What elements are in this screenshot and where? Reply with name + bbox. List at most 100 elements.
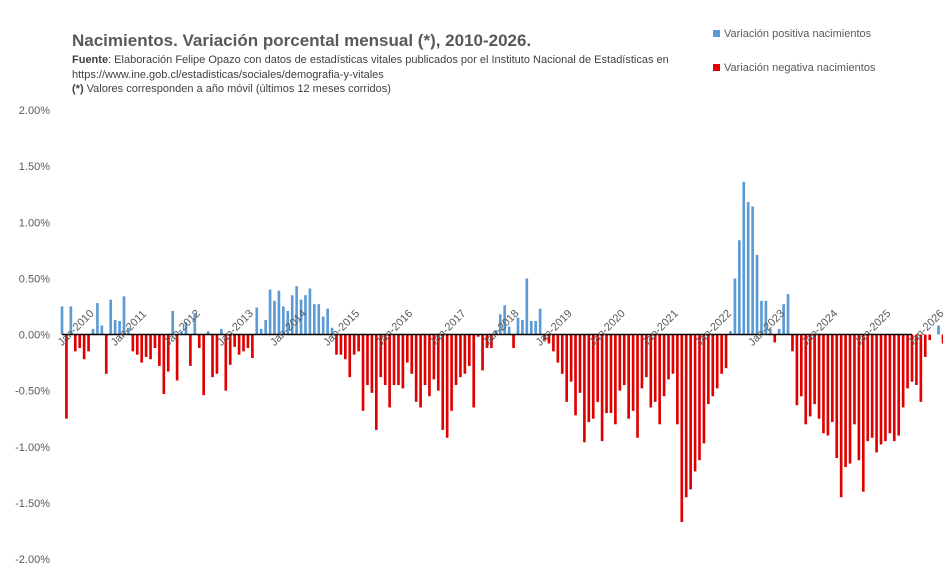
bar-positive xyxy=(184,322,188,335)
bar-negative xyxy=(233,334,236,347)
legend-item-negative: Variación negativa nacimientos xyxy=(713,62,875,74)
bar-positive xyxy=(113,319,117,335)
bar-negative xyxy=(344,334,347,360)
bar-negative xyxy=(928,334,932,341)
bar-positive xyxy=(777,328,781,335)
bar-negative xyxy=(662,334,666,397)
bar-negative xyxy=(622,334,626,386)
bar-negative xyxy=(910,334,914,382)
bar-negative xyxy=(605,334,608,414)
bar-negative xyxy=(839,334,843,498)
bar-negative xyxy=(835,334,839,458)
bar-negative xyxy=(459,334,462,378)
bar-negative xyxy=(640,334,644,389)
bar-negative xyxy=(463,334,467,374)
bar-negative xyxy=(131,334,135,352)
bar-negative xyxy=(671,334,675,374)
bar-negative xyxy=(335,334,338,355)
bar-negative xyxy=(189,334,192,366)
bar-positive xyxy=(220,328,223,335)
bar-negative xyxy=(578,334,582,393)
x-tick-label: Jan-2018 xyxy=(481,308,522,349)
bar-negative xyxy=(379,334,383,378)
bar-negative xyxy=(175,334,179,381)
bar-negative xyxy=(197,334,201,348)
bar-negative xyxy=(73,334,77,352)
legend-item-positive: Variación positiva nacimientos xyxy=(713,28,871,40)
bar-negative xyxy=(352,334,356,355)
bar-negative xyxy=(162,334,166,394)
bar-negative xyxy=(574,334,577,416)
bar-positive xyxy=(525,278,529,335)
bar-positive xyxy=(282,306,285,335)
bar-positive xyxy=(295,286,298,335)
bar-negative xyxy=(383,334,387,386)
bar-negative xyxy=(436,334,440,391)
bar-positive xyxy=(498,314,502,335)
bar-negative xyxy=(565,334,569,402)
bar-negative xyxy=(552,334,555,352)
bar-negative xyxy=(791,334,794,352)
legend-swatch-positive xyxy=(713,29,720,37)
bar-negative xyxy=(861,334,865,492)
bar-negative xyxy=(684,334,688,498)
y-tick-label: 1.00% xyxy=(19,217,50,229)
bar-negative xyxy=(392,334,396,386)
bar-negative xyxy=(866,334,870,442)
note-text: Valores corresponden a año móvil (último… xyxy=(83,83,391,95)
bar-negative xyxy=(906,334,909,389)
bar-negative xyxy=(512,334,515,348)
bar-negative xyxy=(844,334,847,467)
bar-negative xyxy=(543,334,546,341)
bar-positive xyxy=(122,296,126,335)
bar-negative xyxy=(348,334,352,378)
bar-negative xyxy=(339,334,343,355)
bar-negative xyxy=(397,334,400,386)
bar-positive xyxy=(299,299,303,335)
y-tick-label: 1.50% xyxy=(19,161,50,173)
chart-title: Nacimientos. Variación porcental mensual… xyxy=(72,31,532,50)
bar-negative xyxy=(419,334,422,408)
legend-swatch-negative xyxy=(713,63,720,71)
bar-negative xyxy=(596,334,600,402)
bar-positive xyxy=(193,313,197,335)
y-tick-label: -0.50% xyxy=(15,386,50,398)
bar-positive xyxy=(733,278,737,335)
bar-negative xyxy=(848,334,852,464)
bar-negative xyxy=(224,334,228,391)
bar-positive xyxy=(330,327,334,335)
bar-negative xyxy=(600,334,604,442)
bar-negative xyxy=(556,334,560,363)
bar-negative xyxy=(892,334,896,442)
bar-negative xyxy=(631,334,635,411)
bar-negative xyxy=(432,334,436,380)
x-tick-label: Jan-2012 xyxy=(162,308,203,349)
bar-positive xyxy=(529,321,533,335)
bar-negative xyxy=(826,334,830,436)
bar-positive xyxy=(769,328,772,335)
bar-negative xyxy=(667,334,670,380)
bar-negative xyxy=(450,334,453,411)
bar-positive xyxy=(742,181,746,335)
bar-positive xyxy=(109,299,113,335)
bar-positive xyxy=(273,300,276,335)
chart-source: Fuente: Elaboración Felipe Opazo con dat… xyxy=(72,53,692,97)
y-tick-label: 0.50% xyxy=(19,273,50,285)
bar-negative xyxy=(547,334,551,344)
bar-negative xyxy=(87,334,90,352)
bar-negative xyxy=(414,334,418,402)
bar-positive xyxy=(937,325,940,335)
bar-positive xyxy=(259,328,263,335)
bar-negative xyxy=(388,334,391,408)
bar-negative xyxy=(702,334,706,444)
bar-negative xyxy=(715,334,719,389)
bar-negative xyxy=(822,334,825,434)
bar-positive xyxy=(534,321,538,335)
bar-negative xyxy=(636,334,639,438)
bar-negative xyxy=(875,334,878,453)
bar-negative xyxy=(773,334,777,343)
bar-positive xyxy=(268,289,272,335)
bar-positive xyxy=(503,305,507,335)
bar-positive xyxy=(171,310,175,335)
bar-positive xyxy=(313,304,316,335)
